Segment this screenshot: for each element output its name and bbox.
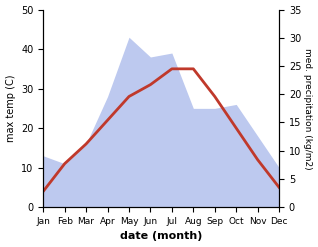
Y-axis label: med. precipitation (kg/m2): med. precipitation (kg/m2): [303, 48, 313, 169]
Y-axis label: max temp (C): max temp (C): [5, 75, 16, 142]
X-axis label: date (month): date (month): [120, 231, 202, 242]
